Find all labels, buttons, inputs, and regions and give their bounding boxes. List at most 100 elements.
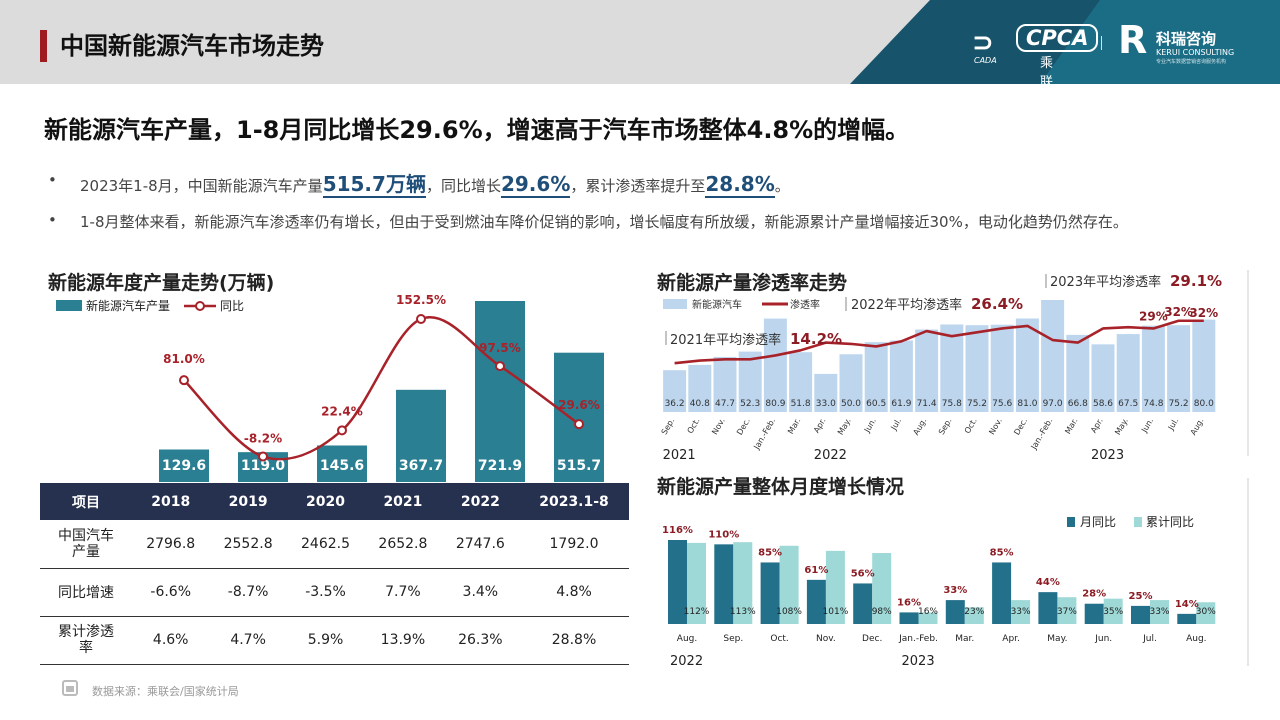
penetration-x-tick: Dec. bbox=[1012, 417, 1029, 437]
penetration-bar-label: 50.0 bbox=[841, 399, 861, 409]
penetration-bar-label: 75.2 bbox=[1169, 399, 1189, 409]
penetration-bar bbox=[1141, 325, 1165, 412]
cpca-logo-name: CPCA bbox=[1016, 24, 1099, 52]
data-source: 数据来源：乘联会/国家统计局 bbox=[92, 685, 239, 698]
monthly-x-tick: Jul. bbox=[1142, 634, 1157, 644]
cumulative-bar-label: 108% bbox=[776, 607, 802, 617]
annual-bar-label: 145.6 bbox=[320, 458, 364, 474]
penetration-x-tick: Oct. bbox=[686, 417, 702, 436]
penetration-bar bbox=[1192, 319, 1216, 412]
annotation-2021: 2021年平均渗透率 14.2% bbox=[665, 330, 842, 348]
cumulative-bar-label: 98% bbox=[872, 607, 892, 617]
annual-bar-label: 515.7 bbox=[557, 458, 601, 474]
monthly-bar-label: 28% bbox=[1082, 589, 1106, 600]
penetration-bar-label: 52.3 bbox=[740, 399, 760, 409]
table-row-label: 中国汽车产量 bbox=[40, 520, 132, 569]
table-header-cell: 2023.1-8 bbox=[519, 483, 629, 520]
legend-swatch-monthly bbox=[1067, 517, 1075, 527]
monthly-bar bbox=[853, 583, 873, 624]
monthly-x-tick: May. bbox=[1047, 634, 1067, 644]
cumulative-bar bbox=[964, 607, 984, 624]
monthly-bar bbox=[899, 612, 919, 624]
annual-yoy-label: 29.6% bbox=[558, 398, 600, 412]
penetration-bar-label: 67.5 bbox=[1118, 399, 1138, 409]
penetration-x-tick: Nov. bbox=[987, 417, 1004, 437]
penetration-bar bbox=[688, 364, 712, 412]
monthly-bar bbox=[1177, 613, 1197, 624]
monthly-x-tick: Oct. bbox=[770, 634, 788, 644]
penetration-bar bbox=[965, 325, 989, 412]
penetration-x-tick: Jun. bbox=[1139, 417, 1155, 435]
penetration-bar-label: 75.2 bbox=[967, 399, 987, 409]
bullet-2-text: 1-8月整体来看，新能源汽车渗透率仍有增长，但由于受到燃油车降价促销的影响，增长… bbox=[80, 213, 1128, 231]
annotation-2023-label: 2023年平均渗透率 bbox=[1050, 274, 1161, 290]
penetration-x-tick: Jun. bbox=[862, 417, 878, 435]
monthly-x-tick: Aug. bbox=[677, 634, 697, 644]
penetration-peak-label: 32% bbox=[1189, 306, 1218, 320]
table-cell: 1792.0 bbox=[519, 520, 629, 569]
table-cell: 4.6% bbox=[132, 616, 210, 665]
annual-bar-label: 119.0 bbox=[241, 458, 286, 474]
annotation-2021-label: 2021年平均渗透率 bbox=[670, 332, 781, 348]
penetration-bar bbox=[814, 373, 838, 412]
penetration-year-label: 2022 bbox=[814, 448, 847, 463]
annual-bar bbox=[159, 449, 209, 482]
table-row: 同比增速 -6.6% -8.7% -3.5% 7.7% 3.4% 4.8% bbox=[40, 568, 629, 617]
cpca-logo-icon: ⊃ bbox=[972, 28, 994, 58]
penetration-bar-label: 60.5 bbox=[866, 399, 886, 409]
cumulative-bar bbox=[1103, 598, 1123, 624]
title-accent-bar bbox=[40, 30, 47, 62]
legend-label-nev: 新能源汽车 bbox=[692, 298, 742, 311]
penetration-chart: 36.2 Sep. 40.8 Oct. 47.7 Nov. 52.3 Dec. 80.9 Jan.… bbox=[660, 300, 1218, 463]
penetration-bar-label: 81.0 bbox=[1017, 399, 1037, 409]
bullet-1-mid2: ，累计渗透率提升至 bbox=[570, 177, 706, 195]
table-cell: -3.5% bbox=[286, 568, 365, 617]
annual-table: 项目 2018 2019 2020 2021 2022 2023.1-8 中国汽车产量 279… bbox=[40, 483, 629, 665]
penetration-bar bbox=[713, 356, 737, 412]
monthly-bar bbox=[714, 544, 734, 624]
table-cell: 2652.8 bbox=[364, 520, 442, 569]
cumulative-bar-label: 33% bbox=[1149, 607, 1169, 617]
cumulative-bar-label: 112% bbox=[684, 607, 710, 617]
penetration-bar bbox=[1015, 318, 1039, 412]
annual-chart-title: 新能源年度产量走势(万辆) bbox=[48, 272, 275, 294]
monthly-x-tick: Nov. bbox=[816, 634, 836, 644]
table-cell: 3.4% bbox=[441, 568, 520, 617]
penetration-bar bbox=[839, 354, 863, 412]
monthly-bar bbox=[1084, 603, 1104, 624]
cumulative-bar bbox=[1196, 602, 1216, 624]
table-header-cell: 2022 bbox=[441, 483, 520, 520]
table-cell: 26.3% bbox=[441, 616, 520, 665]
penetration-x-tick: Sep. bbox=[937, 417, 954, 437]
table-cell: 2796.8 bbox=[132, 520, 210, 569]
headline: 新能源汽车产量，1-8月同比增长29.6%，增速高于汽车市场整体4.8%的增幅。 bbox=[44, 116, 910, 144]
table-row: 中国汽车产量 2796.8 2552.8 2462.5 2652.8 2747.6 1792… bbox=[40, 520, 629, 569]
penetration-bar-label: 51.8 bbox=[791, 399, 811, 409]
table-cell: 2747.6 bbox=[441, 520, 520, 569]
penetration-bar-label: 66.8 bbox=[1068, 399, 1088, 409]
cumulative-bar bbox=[872, 553, 892, 624]
cpca-logo-mark: CADA bbox=[974, 56, 997, 65]
legend-swatch-cumulative bbox=[1134, 517, 1142, 527]
penetration-bar-label: 58.6 bbox=[1093, 399, 1113, 409]
annual-bar-label: 129.6 bbox=[162, 458, 206, 474]
table-cell: 2462.5 bbox=[286, 520, 365, 569]
monthly-year-label: 2023 bbox=[902, 654, 935, 669]
penetration-year-label: 2021 bbox=[663, 448, 696, 463]
penetration-bar bbox=[1066, 334, 1090, 412]
table-row-label: 累计渗透率 bbox=[40, 616, 132, 665]
cumulative-bar bbox=[687, 542, 706, 624]
annual-chart: 129.6 119.0 145.6 367.7 721.9 515.7 81.0% -8.2%… bbox=[159, 293, 604, 482]
monthly-bar-label: 14% bbox=[1175, 599, 1199, 610]
annotation-2023: 2023年平均渗透率 29.1% bbox=[1045, 272, 1222, 290]
bullet-dot: • bbox=[48, 171, 57, 189]
logo-divider bbox=[1101, 36, 1102, 50]
table-row: 累计渗透率 4.6% 4.7% 5.9% 13.9% 26.3% 28.8% bbox=[40, 616, 629, 665]
monthly-bar-label: 56% bbox=[851, 568, 875, 579]
kerui-logo-icon: R bbox=[1118, 18, 1148, 62]
monthly-bar bbox=[668, 540, 687, 624]
cumulative-bar-label: 30% bbox=[1196, 607, 1216, 617]
penetration-x-tick: Apr. bbox=[812, 417, 828, 435]
annual-yoy-point bbox=[258, 451, 268, 462]
monthly-x-tick: Aug. bbox=[1186, 634, 1206, 644]
